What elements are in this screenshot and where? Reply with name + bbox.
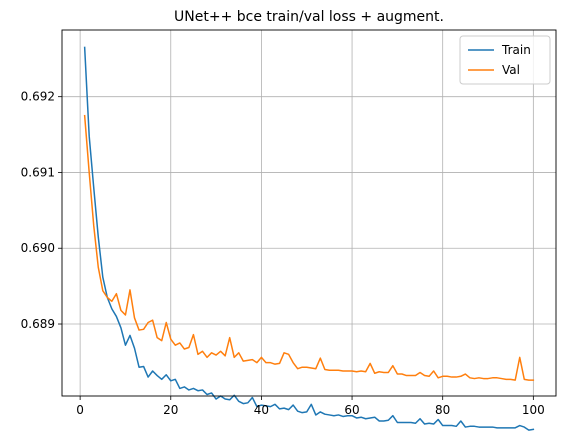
series-line-val <box>83 114 535 381</box>
axis-ticks: 0 20 40 60 80 100 0.689 0.690 0.691 0.692 <box>21 90 545 417</box>
series-lines <box>83 46 535 431</box>
legend-label-val: Val <box>502 63 520 77</box>
x-tick-label: 80 <box>435 403 450 417</box>
x-tick-label: 60 <box>344 403 359 417</box>
y-tick-label: 0.691 <box>21 165 55 179</box>
y-tick-label: 0.689 <box>21 317 55 331</box>
chart-title: UNet++ bce train/val loss + augment. <box>174 9 444 25</box>
legend: Train Val <box>459 35 551 85</box>
x-tick-label: 40 <box>254 403 269 417</box>
plot-frame <box>61 29 557 397</box>
x-tick-label: 20 <box>163 403 178 417</box>
series-line-train <box>83 46 535 431</box>
x-tick-label: 0 <box>76 403 84 417</box>
legend-label-train: Train <box>501 43 531 57</box>
x-tick-label: 100 <box>522 403 545 417</box>
y-tick-label: 0.690 <box>21 241 55 255</box>
grid-lines <box>62 30 556 396</box>
legend-box <box>459 35 551 85</box>
y-tick-label: 0.692 <box>21 90 55 104</box>
